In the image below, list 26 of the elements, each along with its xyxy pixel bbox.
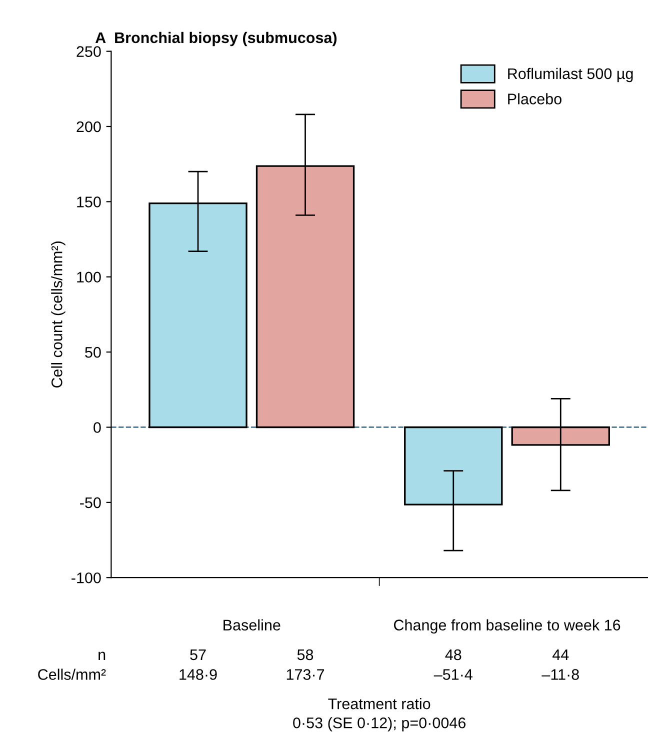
x-tick-label: Baseline <box>224 619 280 630</box>
text: 0·53 (SE 0·12); p=0·0046 <box>293 717 466 732</box>
chart-title: A Bronchial biopsy (submucosa) <box>95 32 337 46</box>
text: n <box>98 652 106 660</box>
text: 148·9 <box>180 669 217 680</box>
text: 44 <box>552 649 569 660</box>
legend-label: Placebo <box>508 93 562 104</box>
y-tick-label: -50 <box>80 497 101 508</box>
y-tick-label: 150 <box>77 196 101 208</box>
text: –11·8 <box>542 669 579 680</box>
y-axis-title: Cell count (cells/mm²) <box>51 242 66 388</box>
x-tick-label: Change from baseline to week 16 <box>394 619 620 634</box>
text: 48 <box>445 649 462 660</box>
text: –51·4 <box>434 669 472 680</box>
text: 58 <box>297 649 314 660</box>
y-tick-label: 250 <box>76 46 101 57</box>
legend-label: Roflumilast 500 µg <box>508 68 633 82</box>
text: Cells/mm² <box>38 668 106 680</box>
y-tick-label: 100 <box>77 272 101 283</box>
y-tick-label: -100 <box>72 572 101 584</box>
y-tick-label: 200 <box>76 121 101 132</box>
y-tick-label: 50 <box>85 346 101 358</box>
text: 57 <box>190 649 206 660</box>
text: Treatment ratio <box>328 698 430 710</box>
y-tick-label: 0 <box>94 422 101 433</box>
text: 173·7 <box>286 669 324 680</box>
